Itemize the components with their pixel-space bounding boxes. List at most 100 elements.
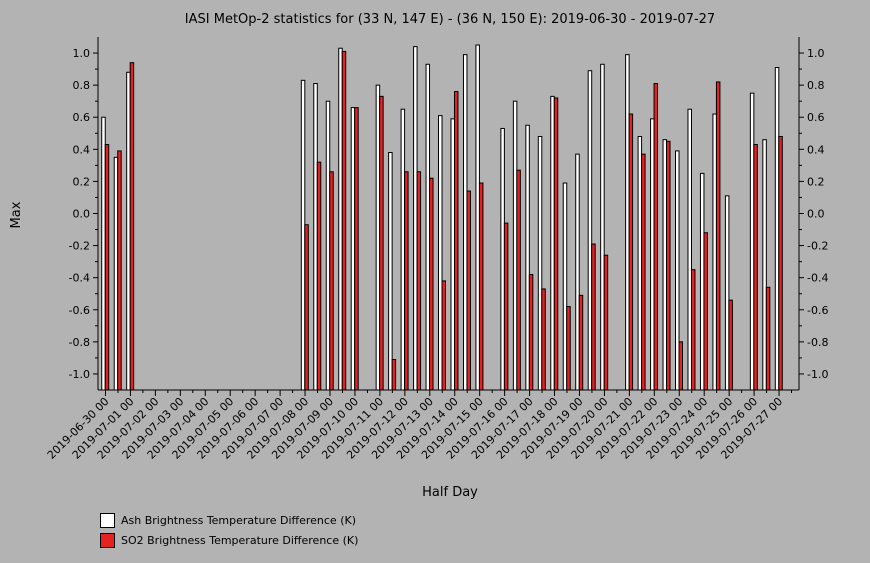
bar-ash: [774, 66, 780, 391]
legend-item-ash: Ash Brightness Temperature Difference (K…: [100, 513, 356, 528]
y-tick-label-left: -1.0: [69, 368, 90, 381]
bar-ash: [400, 108, 406, 391]
bar-ash: [475, 44, 480, 391]
y-tick-label-left: -0.8: [69, 336, 90, 349]
bar-so2: [304, 224, 309, 391]
bar-ash: [650, 118, 655, 391]
bar-so2: [690, 269, 696, 391]
bar-so2: [653, 83, 659, 391]
bar-so2: [329, 171, 334, 391]
bar-ash: [101, 116, 106, 391]
y-tick-label-right: -0.8: [807, 336, 828, 349]
bar-so2: [453, 91, 459, 391]
y-tick-label-right: 1.0: [807, 47, 825, 60]
bar-so2: [541, 288, 546, 391]
bar-ash: [126, 71, 131, 391]
y-tick-label-right: 0.0: [807, 208, 825, 221]
y-axis-label: Max: [9, 201, 24, 228]
bar-so2: [503, 222, 509, 391]
bar-so2: [566, 306, 571, 391]
bar-so2: [578, 294, 584, 391]
x-axis-label: Half Day: [422, 485, 478, 500]
bar-so2: [354, 107, 359, 391]
bar-so2: [441, 280, 447, 391]
y-tick-label-right: 0.6: [807, 111, 825, 124]
y-tick-label-right: 0.4: [807, 143, 825, 156]
bar-ash: [413, 46, 418, 391]
bar-so2: [316, 161, 322, 391]
y-tick-label-left: -0.2: [69, 240, 90, 253]
bar-so2: [703, 232, 708, 391]
bar-ash: [450, 118, 455, 391]
bar-ash: [637, 135, 643, 391]
bar-ash: [338, 47, 343, 391]
y-tick-label-left: 0.2: [73, 175, 91, 188]
bar-so2: [765, 286, 771, 391]
y-tick-label-right: -0.2: [807, 240, 828, 253]
bar-ash: [325, 100, 331, 391]
y-tick-label-right: 0.8: [807, 79, 825, 92]
plot-area: 1.0 1.0 0.8 0.8 0.6 0.6 0.4 0.4 0.2 0.2 0.0 0.0 -0.2…: [45, 37, 828, 462]
bar-ash: [662, 139, 668, 391]
bar-so2: [379, 95, 384, 391]
legend-label-ash: Ash Brightness Temperature Difference (K…: [121, 514, 356, 527]
bar-ash: [350, 107, 356, 391]
bar-so2: [516, 169, 521, 391]
bar-so2: [466, 190, 471, 391]
bar-ash: [113, 156, 119, 391]
bar-so2: [117, 150, 122, 391]
bar-ash: [724, 195, 730, 391]
bar-so2: [104, 144, 110, 391]
bar-so2: [478, 182, 484, 391]
legend-swatch-so2: [100, 533, 115, 548]
bar-so2: [753, 144, 758, 391]
bar-ash: [537, 135, 543, 391]
bar-so2: [778, 135, 783, 391]
legend-label-so2: SO2 Brightness Temperature Difference (K…: [121, 534, 359, 547]
legend-swatch-ash: [100, 513, 115, 528]
y-tick-label-left: 0.6: [73, 111, 91, 124]
bar-ash: [550, 95, 555, 391]
y-tick-label-left: -0.4: [69, 272, 90, 285]
bar-so2: [591, 243, 596, 391]
bar-so2: [341, 50, 347, 391]
bar-ash: [313, 83, 318, 391]
y-tick-label-right: -0.6: [807, 304, 828, 317]
bar-ash: [699, 172, 705, 391]
y-tick-label-right: -0.4: [807, 272, 828, 285]
y-tick-label-right: -1.0: [807, 368, 828, 381]
bar-so2: [416, 171, 422, 391]
bar-so2: [628, 113, 634, 391]
bar-so2: [666, 140, 671, 391]
y-tick-label-left: 1.0: [73, 47, 91, 60]
bar-so2: [528, 273, 534, 391]
bar-ash: [500, 127, 505, 391]
bar-ash: [525, 124, 530, 391]
bar-ash: [749, 92, 755, 391]
y-tick-label-left: 0.4: [73, 143, 91, 156]
y-tick-label-left: 0.8: [73, 79, 91, 92]
bar-so2: [404, 171, 409, 391]
bar-so2: [429, 177, 434, 391]
y-tick-label-left: -0.6: [69, 304, 90, 317]
bar-so2: [603, 254, 609, 391]
bar-so2: [641, 153, 646, 391]
bar-so2: [553, 97, 559, 391]
y-tick-label-left: 0.0: [73, 208, 91, 221]
bar-so2: [678, 341, 683, 391]
bar-so2: [129, 62, 135, 391]
bar-ash: [587, 70, 593, 391]
bar-ash: [438, 115, 443, 391]
legend-item-so2: SO2 Brightness Temperature Difference (K…: [100, 533, 358, 548]
bar-ash: [625, 54, 630, 391]
bar-so2: [728, 299, 733, 391]
bar-ash: [762, 139, 767, 391]
bar-ash: [575, 153, 580, 391]
bar-ash: [375, 84, 381, 391]
bar-ash: [388, 152, 393, 391]
bar-ash: [300, 79, 306, 391]
bar-so2: [715, 81, 721, 391]
bar-ash: [600, 63, 605, 391]
bar-ash: [712, 113, 717, 391]
